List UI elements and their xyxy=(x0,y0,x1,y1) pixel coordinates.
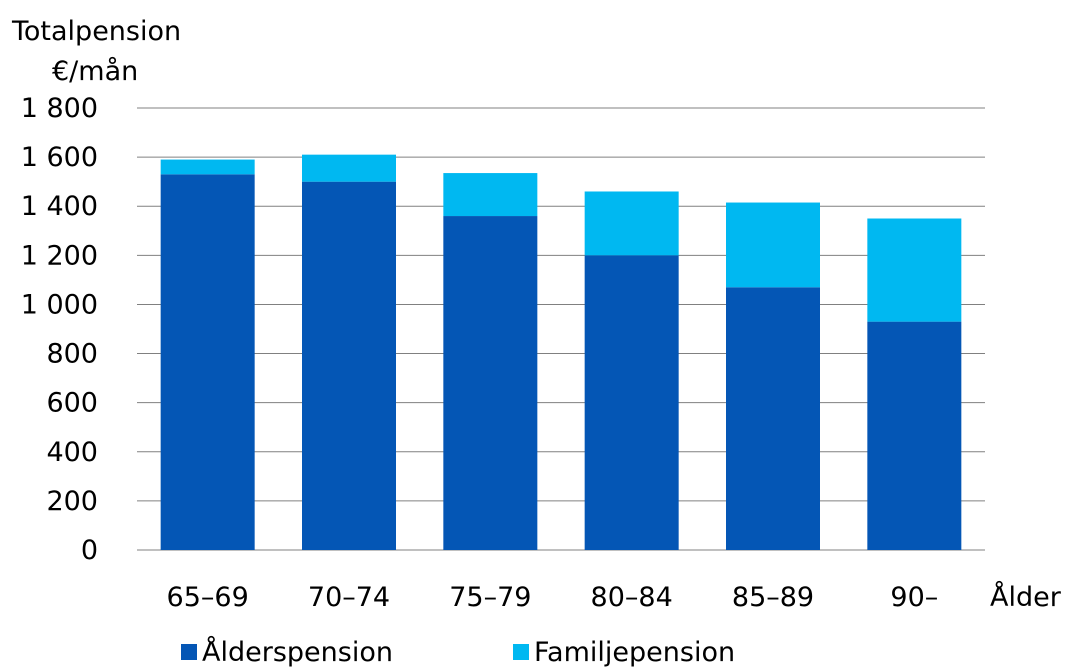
legend-label-alderspension: Ålderspension xyxy=(202,636,393,668)
x-tick-label: 75–79 xyxy=(449,582,531,613)
bar-segment-familjepension xyxy=(302,155,396,182)
bar-segment-familjepension xyxy=(867,219,961,322)
y-tick-labels: 0 200 400 600 800 1 000 1 200 1 400 1 600 1 800 xyxy=(21,93,98,566)
x-tick-label: 65–69 xyxy=(167,582,249,613)
x-tick-label: 70–74 xyxy=(308,582,390,613)
bar-segment-alderspension xyxy=(867,322,961,550)
bar-segment-alderspension xyxy=(443,216,537,550)
x-tick-label: 80–84 xyxy=(591,582,673,613)
y-axis-title-line2: €/mån xyxy=(52,56,138,87)
y-tick-label: 600 xyxy=(46,388,98,419)
bar-segment-alderspension xyxy=(726,287,820,550)
bar-segment-alderspension xyxy=(161,174,255,550)
y-axis-title-line1: Totalpension xyxy=(11,16,181,47)
x-axis-title: Ålder xyxy=(990,581,1062,613)
x-tick-labels: 65–69 70–74 75–79 80–84 85–89 90– xyxy=(167,582,939,613)
bar-segment-familjepension xyxy=(585,191,679,255)
y-tick-label: 0 xyxy=(81,535,98,566)
y-tick-label: 1 400 xyxy=(21,191,98,222)
bar-segment-familjepension xyxy=(443,173,537,216)
gridlines xyxy=(137,108,985,550)
x-tick-label: 85–89 xyxy=(732,582,814,613)
y-tick-label: 400 xyxy=(46,437,98,468)
bar-segment-familjepension xyxy=(726,203,820,288)
y-tick-label: 1 600 xyxy=(21,142,98,173)
bar-segment-alderspension xyxy=(585,255,679,550)
y-tick-label: 1 800 xyxy=(21,93,98,124)
legend-label-familjepension: Familjepension xyxy=(534,637,735,668)
x-tick-label: 90– xyxy=(890,582,938,613)
y-tick-label: 1 200 xyxy=(21,240,98,271)
y-tick-label: 200 xyxy=(46,486,98,517)
bar-segment-familjepension xyxy=(161,160,255,175)
legend-swatch-familjepension xyxy=(513,644,529,660)
bar-segment-alderspension xyxy=(302,182,396,550)
legend-swatch-alderspension xyxy=(181,644,197,660)
bars xyxy=(161,155,962,550)
legend: Ålderspension Familjepension xyxy=(181,636,735,668)
y-tick-label: 800 xyxy=(46,339,98,370)
y-tick-label: 1 000 xyxy=(21,289,98,320)
